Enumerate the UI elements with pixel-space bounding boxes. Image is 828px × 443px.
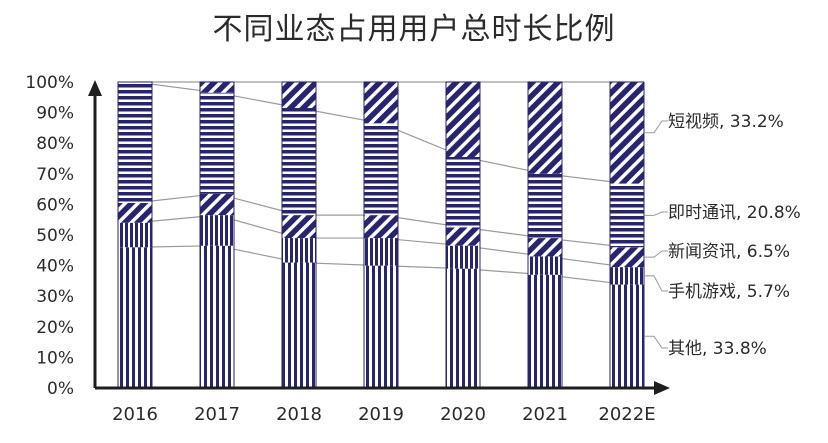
y-tick-label: 100% [25, 73, 74, 93]
bar-segment [528, 274, 562, 388]
bar-segment [446, 227, 480, 246]
bar-segment [282, 238, 316, 263]
y-tick-label: 40% [36, 257, 74, 277]
bar-segment [610, 267, 644, 285]
y-tick-label: 10% [36, 348, 74, 368]
x-tick-label: 2019 [358, 404, 404, 425]
y-tick-label: 0% [47, 379, 74, 399]
bar-segment [282, 82, 316, 109]
bar-segment [610, 247, 644, 268]
legend-leader-line [644, 250, 668, 258]
x-tick-label: 2017 [194, 404, 240, 425]
bar-segment [446, 268, 480, 388]
bar-segment [118, 222, 152, 248]
bar-segment [528, 256, 562, 275]
legend-leader-line [644, 275, 668, 292]
y-tick-label: 20% [36, 318, 74, 338]
legend-leader-line [644, 120, 668, 134]
bar-segment [364, 123, 398, 216]
legend-label: 新闻资讯, 6.5% [668, 242, 790, 262]
bar-segment [610, 183, 644, 248]
bar-segment [200, 245, 234, 388]
bar-segment [118, 82, 152, 203]
y-tick-label: 90% [36, 104, 74, 124]
y-tick-label: 30% [36, 287, 74, 307]
x-tick-labels: 2016 2017 2018 2019 2020 2021 2022E [112, 404, 656, 425]
chart-title: 不同业态占用用户总时长比例 [212, 12, 616, 47]
bar-segment [610, 82, 644, 184]
bar-segment [446, 156, 480, 228]
bar-segment [118, 247, 152, 388]
x-axis-arrow-icon [654, 381, 670, 395]
y-tick-labels: 0% 10% 20% 30% 40% 50% 60% 70% 80% 90% 100% [25, 73, 74, 399]
x-tick-label: 2022E [598, 404, 655, 425]
bar-segment [528, 173, 562, 239]
legend: 短视频, 33.2% 即时通讯, 20.8% 新闻资讯, 6.5% 手机游戏, 5.7… [644, 112, 801, 359]
bar-segment [364, 238, 398, 266]
bar-segment [364, 265, 398, 388]
bar-segment [282, 262, 316, 388]
y-tick-label: 50% [36, 226, 74, 246]
legend-label: 其他, 33.8% [668, 339, 767, 359]
bar-segment [364, 215, 398, 239]
bars-group [117, 81, 645, 389]
bar-segment [528, 238, 562, 257]
legend-leader-line [644, 335, 668, 349]
bar-segment [282, 108, 316, 216]
x-tick-label: 2021 [522, 404, 568, 425]
bar-segment [446, 245, 480, 269]
legend-label: 即时通讯, 20.8% [668, 203, 801, 223]
legend-label: 短视频, 33.2% [668, 112, 784, 132]
bar-segment [282, 215, 316, 239]
bar-segment [200, 193, 234, 216]
legend-leader-line [644, 211, 668, 216]
bar-segment [200, 215, 234, 246]
bar-segment [610, 284, 644, 388]
legend-label: 手机游戏, 5.7% [668, 282, 790, 302]
y-tick-label: 80% [36, 134, 74, 154]
bar-segment [200, 92, 234, 194]
y-tick-label: 60% [36, 195, 74, 215]
axes [88, 80, 670, 395]
x-tick-label: 2018 [276, 404, 322, 425]
bar-segment [200, 82, 234, 93]
bar-segment [446, 82, 480, 157]
y-axis-arrow-icon [88, 80, 102, 96]
y-tick-label: 70% [36, 165, 74, 185]
bar-segment [118, 202, 152, 223]
x-tick-label: 2016 [112, 404, 158, 425]
bar-segment [528, 82, 562, 174]
bar-segment [364, 82, 398, 124]
x-tick-label: 2020 [440, 404, 486, 425]
